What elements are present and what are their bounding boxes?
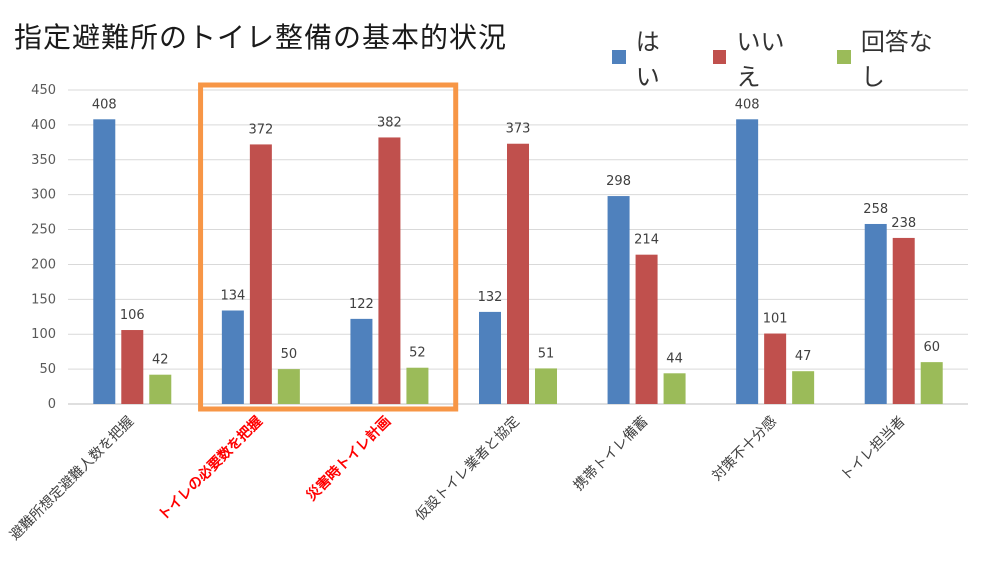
legend-item-no: いいえ xyxy=(712,22,807,92)
bar xyxy=(736,119,759,404)
bar xyxy=(920,362,943,404)
bar xyxy=(535,368,557,404)
data-label: 106 xyxy=(120,308,145,323)
bar xyxy=(792,371,815,404)
data-label: 132 xyxy=(478,290,503,305)
legend-swatch-no-answer xyxy=(837,50,851,64)
data-label: 47 xyxy=(795,349,812,364)
legend: はい いいえ 回答なし xyxy=(612,22,985,92)
data-label: 50 xyxy=(281,347,298,362)
x-tick-label: 災害時トイレ計画 xyxy=(303,413,394,504)
bar xyxy=(635,254,658,404)
legend-label-yes: はい xyxy=(635,28,660,91)
bar xyxy=(607,196,630,404)
bar xyxy=(406,367,429,404)
x-tick-label: 携帯トイレ備蓄 xyxy=(571,414,652,495)
y-tick-label: 0 xyxy=(48,397,56,412)
data-label: 44 xyxy=(666,351,683,366)
data-label: 101 xyxy=(763,312,788,327)
data-label: 372 xyxy=(248,122,273,137)
legend-label-no: いいえ xyxy=(736,28,785,91)
bar xyxy=(507,143,529,404)
chart-title: 指定避難所のトイレ整備の基本的状況 xyxy=(14,21,508,54)
data-label: 373 xyxy=(506,122,531,137)
data-label: 122 xyxy=(349,297,374,312)
data-label: 238 xyxy=(891,216,916,231)
data-label: 51 xyxy=(538,346,555,361)
data-label: 408 xyxy=(92,97,117,112)
data-label: 42 xyxy=(152,353,169,368)
data-label: 408 xyxy=(735,97,760,112)
x-tick-label: 仮設トイレ業者と協定 xyxy=(413,414,523,524)
data-label: 382 xyxy=(377,115,402,130)
bar xyxy=(479,311,501,404)
x-tick-label: 避難所想定避難人数を把握 xyxy=(7,414,137,544)
bar xyxy=(249,144,272,404)
bar xyxy=(764,333,787,404)
legend-swatch-yes xyxy=(612,50,626,64)
data-label: 60 xyxy=(923,340,940,355)
data-label: 52 xyxy=(409,346,426,361)
y-tick-label: 250 xyxy=(31,223,56,238)
bar xyxy=(378,137,401,404)
y-tick-label: 150 xyxy=(31,292,56,307)
bar xyxy=(663,373,686,404)
bar xyxy=(350,318,373,404)
y-tick-label: 100 xyxy=(31,327,56,342)
data-label: 134 xyxy=(220,288,245,303)
data-label: 258 xyxy=(863,202,888,217)
data-label: 298 xyxy=(606,174,631,189)
legend-item-no-answer: 回答なし xyxy=(837,22,955,92)
y-tick-label: 350 xyxy=(31,153,56,168)
y-tick-label: 400 xyxy=(31,118,56,133)
y-tick-label: 450 xyxy=(31,83,56,98)
y-tick-label: 300 xyxy=(31,188,56,203)
highlight-box xyxy=(198,82,459,412)
data-label: 214 xyxy=(634,233,659,248)
bar xyxy=(149,374,172,404)
y-tick-label: 50 xyxy=(39,362,56,377)
x-tick-label: トイレの必要数を把握 xyxy=(155,413,266,524)
bar xyxy=(892,237,915,404)
bar xyxy=(221,310,244,404)
bar xyxy=(277,369,300,404)
y-tick-label: 200 xyxy=(31,257,56,272)
bar xyxy=(93,119,116,404)
bar xyxy=(121,330,144,404)
bar xyxy=(864,223,887,404)
legend-label-no-answer: 回答なし xyxy=(860,28,933,91)
x-tick-label: トイレ担当者 xyxy=(838,414,909,485)
x-tick-label: 対策不十分感 xyxy=(709,413,780,484)
legend-swatch-no xyxy=(712,50,727,64)
legend-item-yes: はい xyxy=(612,22,683,92)
